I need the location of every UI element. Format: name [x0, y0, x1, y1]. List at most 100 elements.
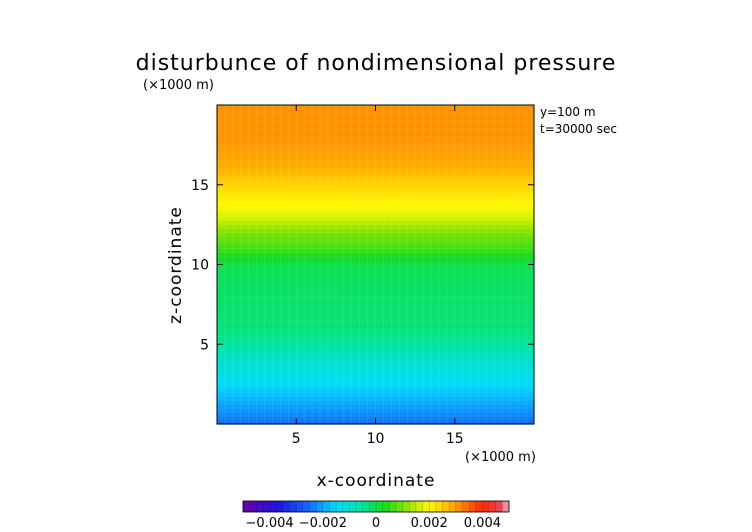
colorbar-swatch [249, 500, 257, 513]
y-tick-label: 15 [191, 178, 209, 194]
heatmap-band [217, 160, 534, 166]
heatmap-band [217, 176, 534, 182]
heatmap-band [217, 184, 534, 190]
heatmap-band [217, 280, 534, 286]
colorbar-swatch [462, 500, 470, 513]
colorbar-swatch [395, 500, 404, 513]
heatmap-band [217, 324, 534, 329]
colorbar-swatches [242, 500, 510, 513]
heatmap-band [217, 296, 534, 301]
colorbar-tick-label: 0.002 [411, 516, 448, 531]
heatmap-band [217, 156, 534, 162]
heatmap-band [217, 116, 534, 122]
heatmap-band [217, 112, 534, 118]
colorbar-tick-label: 0 [372, 516, 380, 531]
colorbar-swatch [349, 500, 357, 513]
heatmap-band [217, 124, 534, 130]
heatmap-band [217, 144, 534, 150]
heatmap-band [217, 312, 534, 317]
heatmap-band [217, 180, 534, 186]
heatmap-band [217, 224, 534, 230]
colorbar-swatch [375, 500, 384, 513]
x-axis-ticks: 5 10 15 [292, 105, 464, 447]
heatmap-band [217, 236, 534, 242]
x-axis-label: x-coordinate [317, 471, 436, 491]
heatmap-band [217, 108, 534, 114]
heatmap-band [217, 152, 534, 158]
colorbar-swatch [329, 500, 337, 513]
heatmap-band [217, 376, 534, 381]
heatmap-band [217, 244, 534, 250]
heatmap-band [217, 360, 534, 365]
heatmap-band [217, 316, 534, 321]
heatmap-band [217, 188, 534, 194]
colorbar-swatch [442, 500, 450, 513]
colorbar-swatch [369, 500, 377, 513]
colorbar-swatch [402, 500, 410, 513]
colorbar-swatch [409, 500, 417, 513]
heatmap-band [217, 404, 534, 409]
colorbar-swatch [355, 500, 364, 513]
heatmap-band [217, 408, 534, 413]
x-tick-label: 10 [367, 431, 385, 447]
heatmap-band [217, 192, 534, 198]
colorbar-swatch [502, 500, 510, 513]
colorbar-swatch [488, 500, 497, 513]
heatmap-band [217, 216, 534, 222]
heatmap-band [217, 232, 534, 238]
heatmap-band [217, 284, 534, 290]
colorbar-swatch [296, 500, 304, 513]
heatmap-band [217, 384, 534, 389]
colorbar-tick-label: −0.004 [246, 516, 294, 531]
y-axis-ticks: 5 10 15 [191, 178, 534, 353]
heatmap-band [217, 264, 534, 270]
colorbar: −0.004 −0.002 0 0.002 0.004 [242, 500, 510, 531]
heatmap-band [217, 400, 534, 405]
colorbar-swatch [475, 500, 483, 513]
heatmap-band [217, 368, 534, 373]
colorbar-swatch [468, 500, 477, 513]
heatmap-band [217, 320, 534, 325]
heatmap-band [217, 288, 534, 294]
colorbar-swatch [342, 500, 350, 513]
heatmap-band [217, 348, 534, 353]
x-tick-label: 15 [446, 431, 464, 447]
chart-title: disturbunce of nondimensional pressure [136, 51, 617, 76]
colorbar-swatch [429, 500, 437, 513]
heatmap-band [217, 380, 534, 385]
colorbar-swatch [309, 500, 317, 513]
heatmap-band [217, 168, 534, 174]
heatmap-band [217, 308, 534, 313]
heatmap-cell-grid [217, 105, 534, 424]
heatmap-band [217, 352, 534, 357]
y-axis-unit: (×1000 m) [143, 78, 214, 93]
heatmap-band [217, 272, 534, 278]
colorbar-swatch [262, 500, 271, 513]
heatmap-band [217, 148, 534, 154]
colorbar-swatch [315, 500, 324, 513]
heatmap-band [217, 260, 534, 266]
y-tick-label: 10 [191, 258, 209, 274]
y-axis-label: z-coordinate [166, 206, 186, 324]
colorbar-swatch [269, 500, 277, 513]
heatmap-band [217, 292, 534, 297]
heatmap-band [217, 304, 534, 309]
colorbar-swatch [495, 500, 503, 513]
y-tick-label: 5 [200, 337, 209, 353]
heatmap-band [217, 364, 534, 369]
colorbar-swatch [362, 500, 370, 513]
heatmap-band [217, 340, 534, 345]
colorbar-swatch [448, 500, 457, 513]
heatmap-band [217, 208, 534, 214]
colorbar-swatch [455, 500, 463, 513]
heatmap-band [217, 140, 534, 146]
colorbar-swatch [422, 500, 430, 513]
colorbar-swatch [435, 500, 444, 513]
colorbar-swatch [322, 500, 330, 513]
colorbar-swatch [289, 500, 297, 513]
colorbar-frame [242, 500, 510, 513]
heatmap-band [217, 172, 534, 178]
colorbar-tick-label: 0.004 [464, 516, 501, 531]
heatmap-band [217, 300, 534, 305]
